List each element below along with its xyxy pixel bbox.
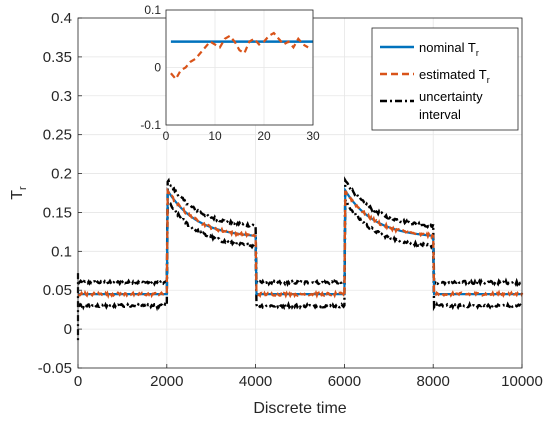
y-tick-label: 0.3 [51,88,72,105]
legend-label-nominal: nominal Tr [419,40,479,58]
x-axis-label: Discrete time [253,400,346,417]
y-tick-label: 0.35 [43,49,72,66]
svg-text:Tr: Tr [9,186,29,200]
inset-x-tick-label: 20 [257,129,271,143]
inset-y-tick-label: 0 [154,61,161,75]
y-tick-label: 0 [64,321,72,338]
inset-y-ticks: -0.1 0 0.1 [140,3,161,132]
x-tick-label: 2000 [150,373,183,390]
x-tick-label: 8000 [417,373,450,390]
inset-x-tick-label: 0 [163,129,170,143]
inset-estimated-line [170,31,309,81]
inset-x-tick-label: 30 [306,129,320,143]
x-tick-label: 4000 [239,373,272,390]
y-axis-label-main: T [9,190,26,200]
inset-x-tick-label: 10 [208,129,222,143]
y-tick-label: 0.2 [51,166,72,183]
x-tick-label: 10000 [501,373,543,390]
inset: 0 10 20 30 -0.100.1 [140,3,320,143]
inset-box [165,9,314,126]
inset-y-tick-label: -0.1 [140,118,161,132]
uncertainty-lower-line [76,198,524,312]
y-tick-label: 0.4 [51,10,72,27]
legend-label-uncertainty-line2: interval [419,107,461,122]
legend: nominal Tr estimated Tr uncertainty inte… [371,27,519,131]
y-axis-label-sub: r [17,186,29,190]
y-tick-label: -0.05 [38,360,72,377]
y-tick-label: 0.15 [43,204,72,221]
y-tick-label: 0.25 [43,127,72,144]
inset-x-ticks: 0 10 20 30 [163,129,320,143]
inset-series [170,31,313,81]
legend-label-uncertainty: uncertainty [419,89,483,104]
legend-box [371,27,519,131]
y-tick-label: 0.1 [51,243,72,260]
estimated-line [77,187,524,300]
x-axis-ticks: 0 2000 4000 6000 8000 10000 [74,364,543,390]
legend-label-estimated: estimated Tr [419,67,490,85]
x-tick-label: 6000 [328,373,361,390]
inset-y-tick-label: 0.1 [144,3,161,17]
y-axis-ticks: -0.05 0 0.05 0.1 0.15 0.2 0.25 0.3 0.35 0.4 [38,10,82,377]
y-axis-label: Tr [9,186,29,200]
x-tick-label: 0 [74,373,82,390]
y-tick-label: 0.05 [43,282,72,299]
